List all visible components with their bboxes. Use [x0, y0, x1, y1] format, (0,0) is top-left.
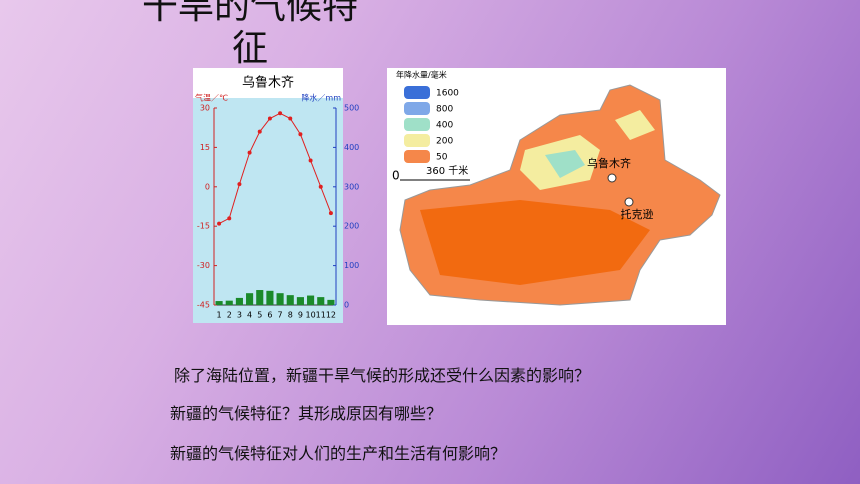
y2-tick-label: 500 — [344, 104, 359, 113]
x-tick-label: 1 — [217, 311, 222, 320]
x-tick-label: 12 — [326, 311, 336, 320]
scale-zero: 0 — [392, 169, 400, 183]
slide-title: 干旱的气候特征 — [141, 0, 358, 69]
temperature-point — [298, 132, 303, 137]
question: 除了海陆位置，新疆干旱气候的形成还受什么因素的影响？ — [174, 366, 591, 385]
y2-tick-label: 200 — [344, 222, 359, 231]
legend-label: 50 — [436, 153, 448, 163]
place-label: 托克逊 — [621, 207, 654, 221]
y2-axis-label: 降水／mm — [301, 93, 341, 103]
x-tick-label: 8 — [288, 311, 293, 320]
x-tick-label: 3 — [237, 311, 242, 320]
precipitation-bar — [286, 295, 294, 305]
map-region — [420, 200, 650, 285]
precipitation-bar — [327, 299, 335, 305]
precipitation-bar — [246, 293, 254, 305]
x-tick-label: 5 — [257, 311, 262, 320]
temperature-point — [247, 150, 252, 155]
legend-swatch — [404, 86, 430, 99]
temperature-line — [218, 112, 332, 225]
legend-swatch — [404, 102, 430, 115]
precipitation-bar — [266, 290, 274, 305]
legend-label: 800 — [436, 105, 453, 115]
temperature-point — [278, 111, 283, 116]
x-tick-label: 9 — [298, 311, 303, 320]
map-region — [615, 110, 655, 140]
chart-panel — [193, 68, 343, 323]
legend-swatch — [404, 150, 430, 163]
question: 新疆的气候特征对人们的生产和生活有何影响？ — [170, 444, 507, 463]
map-region — [545, 150, 585, 178]
y-tick-label: 0 — [205, 182, 210, 191]
y-axis-label: 气温／℃ — [195, 93, 228, 103]
x-tick-label: 11 — [316, 311, 326, 320]
legend-label: 1600 — [436, 89, 459, 99]
temperature-point — [237, 182, 242, 187]
precipitation-bar — [276, 293, 284, 305]
precipitation-bar — [215, 301, 223, 305]
place-label: 乌鲁木齐 — [587, 156, 631, 170]
temperature-point — [288, 116, 293, 121]
legend-swatch — [404, 118, 430, 131]
temperature-point — [217, 221, 222, 226]
legend-title: 年降水量/毫米 — [396, 70, 447, 80]
precipitation-bar — [307, 295, 315, 305]
y-tick-label: 30 — [200, 104, 210, 113]
temperature-point — [318, 184, 323, 189]
precipitation-bar — [225, 300, 233, 305]
x-tick-label: 2 — [227, 311, 232, 320]
y2-tick-label: 400 — [344, 143, 359, 152]
legend-label: 200 — [436, 137, 453, 147]
y-tick-label: 15 — [200, 143, 210, 152]
x-tick-label: 7 — [278, 311, 283, 320]
temperature-point — [267, 116, 272, 121]
legend-label: 400 — [436, 121, 453, 131]
y-tick-label: -15 — [197, 222, 210, 231]
precipitation-bar — [256, 290, 264, 305]
question: 新疆的气候特征？其形成原因有哪些？ — [170, 404, 443, 423]
chart-header — [193, 68, 343, 98]
y2-tick-label: 300 — [344, 182, 359, 191]
legend-swatch — [404, 134, 430, 147]
legend: 1600 800 400 200 50 — [404, 86, 459, 163]
y-tick-label: -30 — [197, 261, 210, 270]
precipitation-bar — [296, 297, 304, 305]
y2-tick-label: 100 — [344, 261, 359, 270]
city-marker — [607, 173, 617, 183]
temperature-point — [257, 129, 262, 134]
scale-label: 360 千米 — [426, 164, 468, 177]
x-tick-label: 6 — [267, 311, 272, 320]
chart-title: 乌鲁木齐 — [242, 75, 294, 91]
precipitation-bar — [235, 297, 243, 305]
x-tick-label: 10 — [305, 311, 315, 320]
y2-tick-label: 0 — [344, 301, 349, 310]
x-tick-label: 4 — [247, 311, 252, 320]
temperature-point — [308, 158, 313, 163]
y-tick-label: -45 — [197, 301, 210, 310]
city-marker — [624, 197, 634, 207]
temperature-point — [328, 211, 333, 216]
precipitation-bar — [317, 297, 325, 305]
temperature-point — [227, 216, 232, 221]
